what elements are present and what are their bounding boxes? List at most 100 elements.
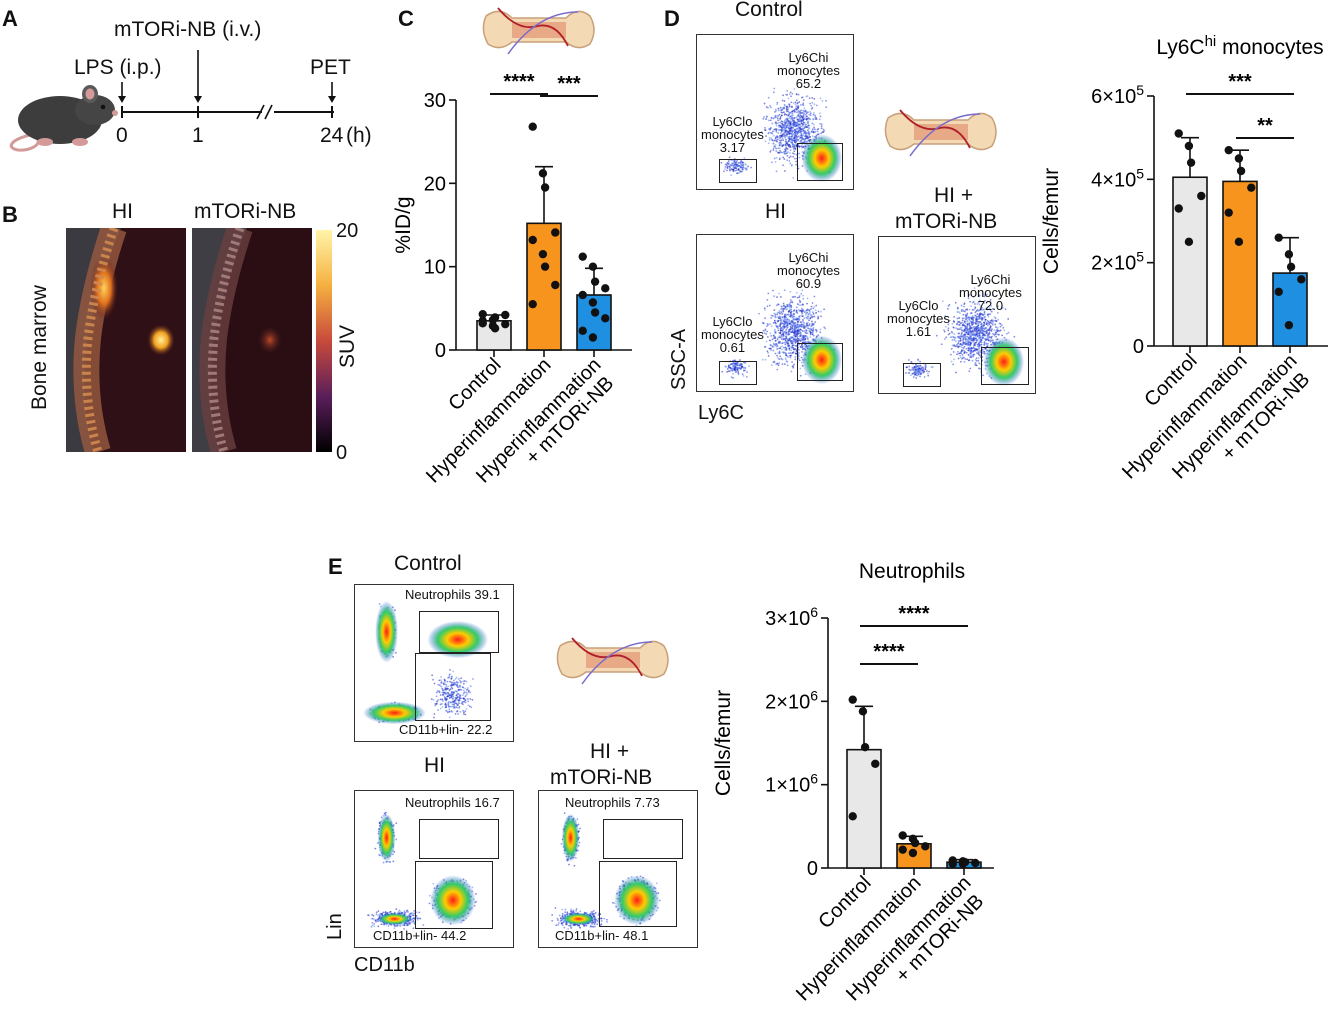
data-point bbox=[601, 284, 610, 293]
significance-label: **** bbox=[503, 71, 534, 93]
significance-label: *** bbox=[1228, 71, 1252, 93]
data-point bbox=[948, 859, 957, 869]
data-point bbox=[590, 277, 600, 286]
data-point bbox=[528, 299, 537, 309]
y-tick-label: 3×106 bbox=[765, 604, 818, 630]
data-point bbox=[1197, 191, 1206, 201]
data-point bbox=[578, 326, 587, 336]
flow-e-hi: Neutrophils 16.7 CD11b+lin- 44.2 bbox=[354, 790, 514, 948]
data-point bbox=[910, 838, 920, 848]
y-axis-label: Cells/femur bbox=[1040, 168, 1063, 274]
significance-label: **** bbox=[898, 603, 929, 625]
data-point bbox=[501, 319, 510, 329]
panel-letter-a: A bbox=[2, 6, 18, 31]
data-point bbox=[588, 262, 598, 271]
data-point bbox=[540, 262, 550, 271]
chart-c: 0102030%ID/gControlHyperinflammationHype… bbox=[392, 71, 632, 487]
cd11b-label: CD11b+lin- 22.2 bbox=[399, 722, 493, 737]
data-point bbox=[588, 333, 598, 342]
gate-neutrophils bbox=[419, 611, 499, 653]
data-point bbox=[590, 308, 600, 317]
flow-d-hi: Ly6Clo monocytes 0.61 Ly6Chi monocytes 60.9 bbox=[696, 234, 854, 392]
data-point bbox=[908, 848, 918, 858]
gate-ly6chi bbox=[797, 343, 843, 381]
y-tick-label: 6×105 bbox=[1091, 82, 1144, 108]
y-tick-label: 30 bbox=[424, 90, 446, 112]
flow-d-title-hi-mtori-1: HI + bbox=[934, 184, 974, 207]
chart-title: Ly6Chi monocytes bbox=[1156, 33, 1323, 59]
bone-icon bbox=[482, 7, 595, 55]
flow-d-yaxis-label: SSC-A bbox=[668, 328, 690, 390]
timepoint-0: 0 bbox=[116, 124, 128, 147]
gate-label-lo: Ly6Clo monocytes 1.61 bbox=[887, 298, 950, 339]
flow-e-hi-mtori: Neutrophils 7.73 CD11b+lin- 48.1 bbox=[538, 790, 698, 948]
y-tick-label: 10 bbox=[424, 257, 446, 279]
data-point bbox=[858, 707, 868, 716]
flow-e-title-hi-mtori-1: HI + bbox=[590, 740, 630, 763]
data-point bbox=[1174, 204, 1183, 213]
data-point bbox=[478, 316, 487, 326]
neutrophils-label: Neutrophils 39.1 bbox=[405, 587, 500, 602]
panel-letter-e: E bbox=[328, 554, 343, 579]
data-point bbox=[1184, 237, 1194, 247]
time-unit: (h) bbox=[346, 124, 372, 147]
chart-e: 01×1062×1063×106Cells/femurNeutrophilsCo… bbox=[712, 560, 994, 1005]
flow-d-title-hi-mtori-2: mTORi-NB bbox=[895, 210, 998, 233]
suv-label: SUV bbox=[336, 324, 359, 368]
data-point bbox=[1274, 287, 1283, 297]
flow-e-xaxis-label: CD11b bbox=[354, 954, 415, 976]
chart-title: Neutrophils bbox=[859, 560, 965, 583]
y-tick-label: 0 bbox=[807, 858, 818, 880]
data-point bbox=[898, 845, 907, 854]
gate-label-hi: Ly6Chi monocytes 72.0 bbox=[959, 272, 1022, 313]
lps-label: LPS (i.p.) bbox=[74, 56, 162, 79]
panel-letter-b: B bbox=[2, 202, 18, 227]
flow-d-xaxis-label: Ly6C bbox=[698, 402, 744, 424]
gate-cd11b-lin bbox=[415, 861, 493, 929]
data-point bbox=[971, 858, 980, 868]
gate-cd11b-lin bbox=[415, 653, 491, 721]
pet-title-mtori: mTORi-NB bbox=[194, 200, 297, 223]
flow-d-title-control: Control bbox=[735, 0, 803, 21]
pet-image-mtori bbox=[192, 228, 312, 452]
data-point bbox=[488, 315, 498, 325]
data-point bbox=[1224, 145, 1233, 155]
flow-d-hi-mtori: Ly6Clo monocytes 1.61 Ly6Chi monocytes 72.0 bbox=[878, 236, 1036, 394]
data-point bbox=[578, 252, 587, 261]
y-tick-label: 0 bbox=[1133, 336, 1144, 358]
gate-ly6chi bbox=[797, 143, 843, 181]
significance-label: ** bbox=[1257, 115, 1273, 137]
data-point bbox=[921, 842, 930, 851]
data-point bbox=[1224, 208, 1233, 217]
data-point bbox=[1297, 275, 1306, 284]
data-point bbox=[1284, 320, 1294, 330]
data-point bbox=[1234, 237, 1244, 247]
flow-d-title-hi: HI bbox=[765, 200, 786, 223]
pet-label: PET bbox=[310, 56, 351, 79]
mtori-label: mTORi-NB (i.v.) bbox=[114, 18, 262, 41]
data-point bbox=[860, 742, 870, 752]
bone-icon bbox=[884, 109, 997, 157]
data-point bbox=[898, 831, 907, 840]
neutrophils-label: Neutrophils 7.73 bbox=[565, 795, 660, 810]
significance-label: *** bbox=[557, 73, 581, 95]
flow-e-title-hi-mtori-2: mTORi-NB bbox=[550, 766, 653, 789]
pet-image-hi bbox=[66, 228, 186, 452]
timepoint-24: 24 bbox=[320, 124, 344, 147]
data-point bbox=[551, 228, 560, 237]
data-point bbox=[1284, 250, 1294, 259]
data-point bbox=[1286, 262, 1296, 272]
suv-min: 0 bbox=[336, 442, 348, 464]
gate-label-hi: Ly6Chi monocytes 65.2 bbox=[777, 50, 840, 91]
data-point bbox=[540, 183, 550, 192]
data-point bbox=[1247, 183, 1256, 192]
bar bbox=[1272, 272, 1308, 347]
flow-e-title-control: Control bbox=[394, 552, 462, 575]
data-point bbox=[551, 280, 560, 290]
data-point bbox=[1274, 233, 1283, 242]
timepoint-1: 1 bbox=[192, 124, 204, 147]
pet-title-hi: HI bbox=[112, 200, 133, 223]
data-point bbox=[848, 812, 857, 821]
mouse-icon bbox=[9, 85, 118, 152]
bar bbox=[1222, 180, 1258, 347]
